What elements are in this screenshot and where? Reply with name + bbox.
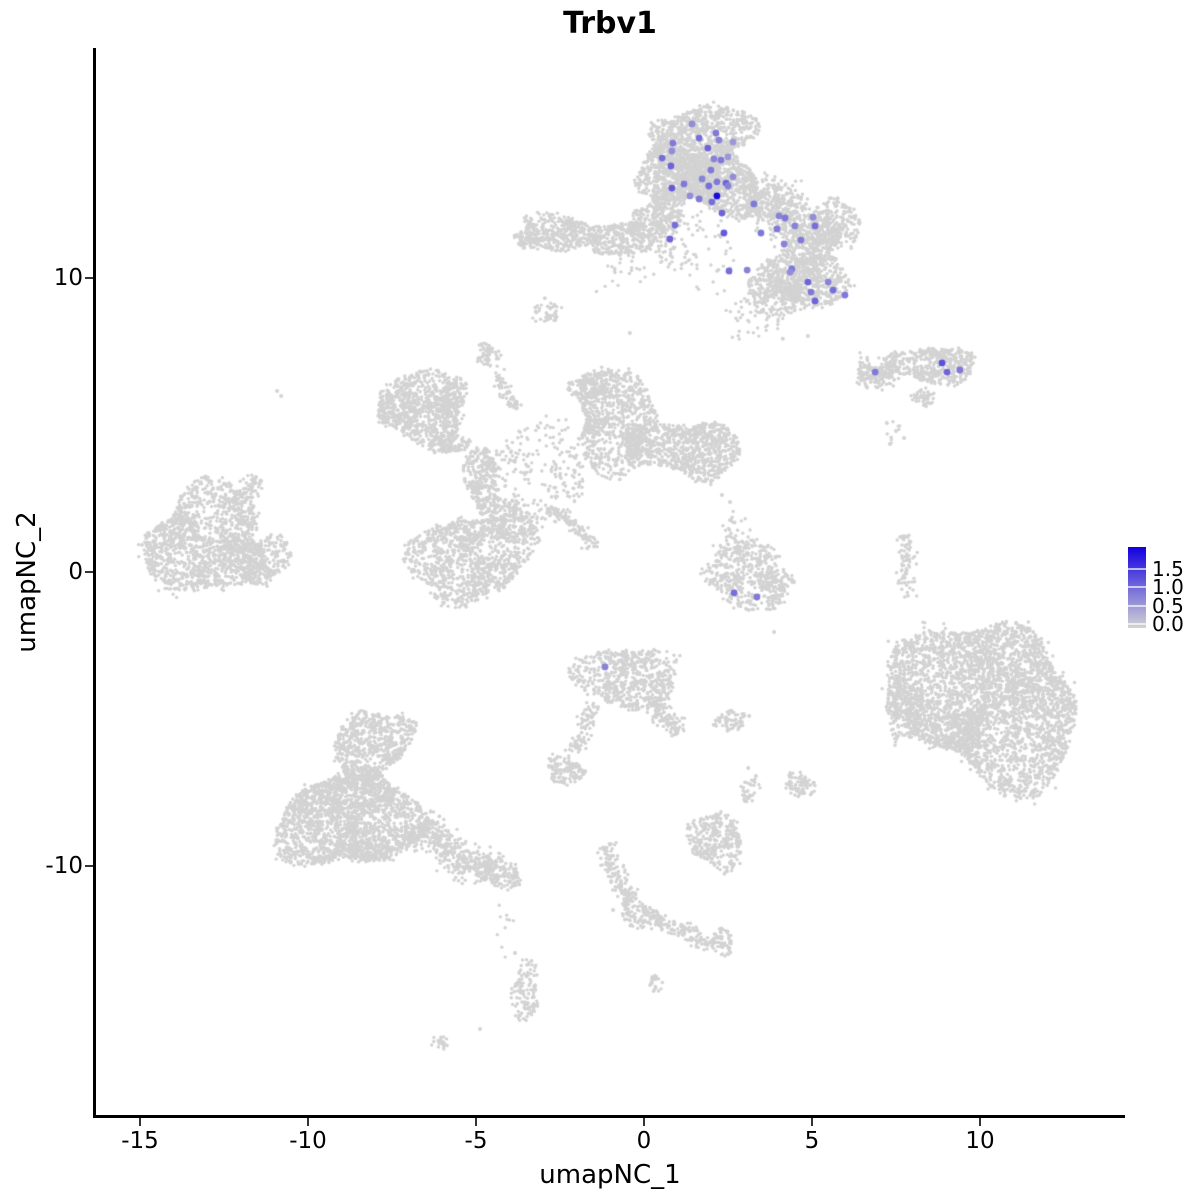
- x-tick-label: 0: [636, 1128, 652, 1154]
- y-tick-mark: [85, 571, 93, 573]
- y-tick-mark: [85, 277, 93, 279]
- legend-tick-line: [1128, 623, 1146, 625]
- x-tick-mark: [139, 1118, 141, 1126]
- y-axis-title: umapNC_2: [12, 511, 42, 653]
- y-tick-label: 10: [53, 265, 83, 291]
- legend-tick-label: 1.0: [1152, 575, 1184, 600]
- y-tick-label: 0: [68, 559, 83, 585]
- plot-title: Trbv1: [563, 6, 657, 41]
- x-tick-mark: [979, 1118, 981, 1126]
- x-axis-title: umapNC_1: [539, 1160, 681, 1190]
- x-tick-label: -10: [289, 1128, 327, 1154]
- y-tick-mark: [85, 865, 93, 867]
- x-tick-mark: [475, 1118, 477, 1126]
- x-tick-mark: [811, 1118, 813, 1126]
- legend-tick-line: [1128, 567, 1146, 570]
- legend-tick-label: 0.5: [1152, 593, 1184, 618]
- x-tick-label: 5: [804, 1128, 820, 1154]
- y-tick-label: -10: [45, 853, 83, 879]
- legend-tick-label: 0.0: [1152, 612, 1184, 636]
- legend-tick-label: 1.5: [1152, 556, 1184, 581]
- x-tick-label: -5: [464, 1128, 488, 1154]
- x-axis-line: [93, 1115, 1125, 1118]
- y-axis-line: [93, 48, 96, 1118]
- x-tick-label: -15: [121, 1128, 159, 1154]
- legend-tick-line: [1128, 586, 1146, 589]
- x-tick-label: 10: [965, 1128, 995, 1154]
- legend-tick-line: [1128, 604, 1146, 607]
- x-tick-mark: [307, 1118, 309, 1126]
- x-tick-mark: [643, 1118, 645, 1126]
